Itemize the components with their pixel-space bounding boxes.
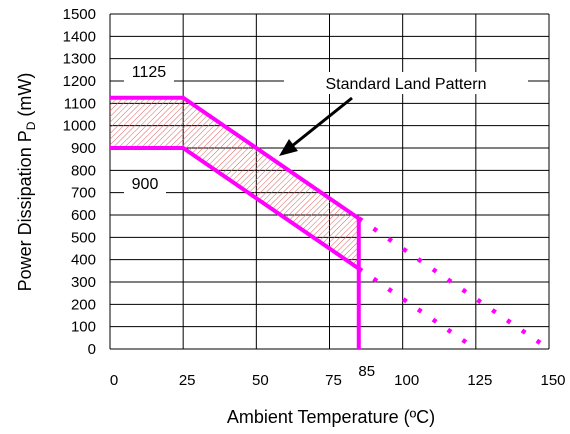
label-900: 900 (132, 176, 159, 193)
y-tick-label: 400 (71, 252, 96, 269)
y-axis-title: Power Dissipation PD (mW) (15, 73, 38, 292)
x-axis-title: Ambient Temperature (ºC) (227, 407, 435, 427)
y-tick-label: 100 (71, 319, 96, 336)
label-1125: 1125 (132, 64, 167, 81)
series-line-1125 (110, 95, 360, 220)
x-tick-label: 100 (394, 372, 419, 389)
series-line-dotted (357, 266, 478, 351)
y-tick-label: 1200 (63, 73, 96, 90)
series-group (110, 95, 551, 351)
y-axis-title-main: Power Dissipation P (15, 130, 35, 291)
x-tick-label: 150 (540, 372, 565, 389)
y-tick-label: 900 (71, 140, 96, 157)
y-tick-label: 1100 (64, 95, 96, 112)
label-1125-bg (124, 60, 174, 82)
y-tick-label: 600 (71, 207, 96, 224)
annotations: 1125 900 Standard Land Pattern (124, 60, 528, 194)
y-tick-label: 0 (88, 341, 96, 358)
y-tick-label: 1500 (63, 6, 96, 23)
x-tick-label-cutoff: 85 (358, 363, 375, 380)
arrow-shaft (291, 96, 353, 148)
label-pattern-bg (284, 72, 528, 94)
label-pattern: Standard Land Pattern (325, 76, 486, 93)
y-tick-label: 1300 (63, 51, 96, 68)
tick-labels: 0100200300400500600700800900100011001200… (63, 6, 566, 389)
y-tick-label: 500 (71, 229, 96, 246)
series-line-dotted (357, 216, 551, 351)
x-tick-label: 50 (252, 372, 269, 389)
x-tick-label: 125 (467, 372, 492, 389)
x-tick-label: 0 (110, 372, 118, 389)
y-axis-title-unit: (mW) (15, 73, 35, 122)
label-900-bg (124, 172, 166, 194)
y-axis-title-subscript: D (24, 121, 38, 130)
y-tick-label: 1000 (63, 118, 96, 135)
y-tick-label: 1400 (63, 28, 96, 45)
grid (109, 13, 550, 350)
y-tick-label: 700 (71, 185, 96, 202)
x-tick-label: 75 (325, 372, 342, 389)
y-tick-label: 200 (71, 296, 96, 313)
y-tick-label: 300 (71, 274, 96, 291)
arrow-head (279, 139, 298, 156)
x-tick-label: 25 (179, 372, 196, 389)
y-tick-label: 800 (71, 162, 96, 179)
series-line-900 (110, 146, 360, 271)
